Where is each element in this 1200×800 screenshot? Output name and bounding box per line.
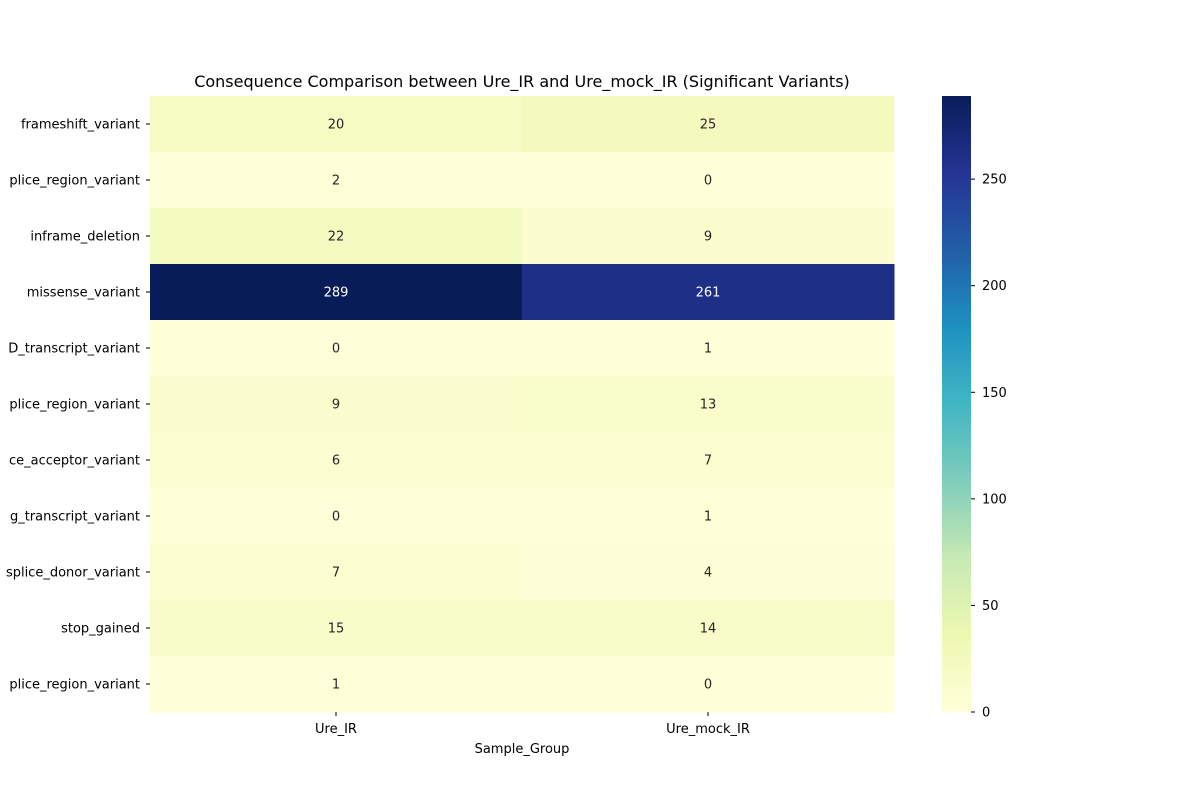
heatmap-cell (150, 544, 523, 601)
colorbar (942, 96, 971, 712)
cell-value-label: 7 (704, 454, 712, 469)
cell-value-label: 22 (328, 230, 345, 245)
cell-value-label: 1 (704, 510, 712, 525)
heatmap-cell (522, 600, 895, 657)
heatmap-cell (150, 656, 523, 713)
y-tick-label: D_transcript_variant (8, 342, 140, 357)
heatmap-cell (522, 544, 895, 601)
cell-value-label: 0 (332, 342, 340, 357)
heatmap-cell (150, 376, 523, 433)
y-tick-label: frameshift_variant (21, 118, 140, 133)
chart-title: Consequence Comparison between Ure_IR an… (194, 72, 850, 92)
cell-value-label: 20 (328, 118, 345, 133)
x-tick-label: Ure_IR (315, 722, 357, 737)
cell-value-label: 13 (700, 398, 717, 413)
cell-value-label: 289 (324, 286, 349, 301)
cell-value-label: 25 (700, 118, 717, 133)
y-tick-label: inframe_deletion (30, 230, 140, 245)
colorbar-tick-label: 100 (982, 492, 1007, 507)
cell-value-label: 14 (700, 622, 717, 637)
cell-value-label: 1 (332, 678, 340, 693)
cell-value-label: 2 (332, 174, 340, 189)
x-tick-label: Ure_mock_IR (666, 722, 750, 737)
cell-value-label: 0 (704, 174, 712, 189)
heatmap-cell (150, 208, 523, 265)
heatmap-cell (522, 96, 895, 153)
x-axis-label: Sample_Group (475, 742, 570, 757)
cell-value-label: 9 (704, 230, 712, 245)
heatmap-cell (150, 432, 523, 489)
colorbar-tick-label: 50 (982, 599, 999, 614)
heatmap-cell (522, 488, 895, 545)
y-tick-label: plice_region_variant (9, 174, 140, 189)
heatmap-cell (150, 320, 523, 377)
cell-value-label: 1 (704, 342, 712, 357)
heatmap-cell (522, 376, 895, 433)
heatmap-cell (150, 96, 523, 153)
heatmap-cell (522, 152, 895, 209)
cell-value-label: 0 (704, 678, 712, 693)
heatmap-cell (150, 152, 523, 209)
y-tick-label: missense_variant (27, 286, 140, 301)
heatmap-cell (522, 264, 895, 321)
y-tick-label: stop_gained (61, 622, 140, 637)
y-tick-label: splice_donor_variant (6, 566, 140, 581)
colorbar-tick-label: 150 (982, 386, 1007, 401)
cell-value-label: 261 (696, 286, 721, 301)
colorbar-tick-label: 250 (982, 173, 1007, 188)
heatmap-cell (150, 488, 523, 545)
y-tick-label: g_transcript_variant (10, 510, 140, 525)
heatmap-cell (522, 320, 895, 377)
cell-value-label: 15 (328, 622, 345, 637)
heatmap-cell (150, 600, 523, 657)
colorbar-ticks: 0 50 100 150 200 250 (971, 173, 1007, 721)
x-axis-tick-labels: Ure_IR Ure_mock_IR (315, 712, 750, 737)
cell-value-label: 9 (332, 398, 340, 413)
heatmap-cell (150, 264, 523, 321)
heatmap-cell (522, 208, 895, 265)
y-tick-label: plice_region_variant (9, 398, 140, 413)
cell-value-label: 0 (332, 510, 340, 525)
cell-value-label: 4 (704, 566, 712, 581)
cell-value-label: 6 (332, 454, 340, 469)
y-tick-label: plice_region_variant (9, 678, 140, 693)
heatmap-cell (522, 432, 895, 489)
heatmap-cell (522, 656, 895, 713)
cell-value-label: 7 (332, 566, 340, 581)
y-tick-label: ce_acceptor_variant (9, 454, 140, 469)
colorbar-tick-label: 0 (982, 706, 990, 721)
colorbar-tick-label: 200 (982, 279, 1007, 294)
y-axis-tick-labels: frameshift_variantplice_region_variantin… (6, 118, 150, 693)
